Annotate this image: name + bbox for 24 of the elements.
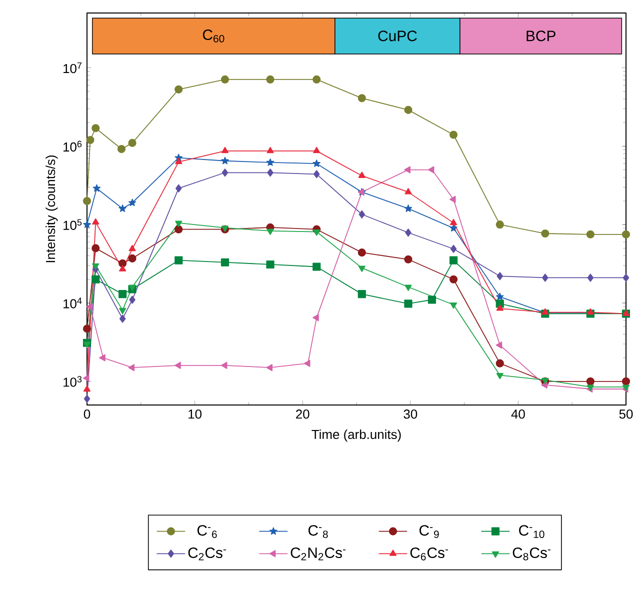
x-tick-label: 30	[404, 410, 418, 419]
x-axis-title: Time (arb.units)	[312, 430, 401, 442]
legend-label: C$^{-}$10	[519, 525, 544, 538]
x-tick-label: 0	[84, 410, 90, 419]
x-tick-label: 20	[296, 410, 310, 419]
y-tick-label: 10$^{4}$	[64, 298, 82, 308]
legend-label: C$_{6}$Cs$^{-}$	[410, 547, 448, 560]
x-tick-label: 10	[188, 410, 202, 419]
x-tick-label: 50	[619, 410, 633, 419]
legend-label: C$^{-}$6	[197, 525, 217, 538]
band-label: CuPC	[378, 30, 417, 42]
x-tick-label: 40	[511, 410, 525, 419]
legend-label: C$_{2}$N$_{2}$Cs$^{-}$	[290, 547, 346, 560]
legend-label: C$^{-}$8	[308, 525, 328, 538]
legend-label: C$_{8}$Cs$^{-}$	[512, 547, 550, 560]
y-axis-title: Intensity (counts/s)	[46, 155, 58, 262]
y-tick-label: 10$^{6}$	[64, 140, 82, 152]
band-label: C$_{60}$	[202, 29, 224, 42]
legend-label: C$_{2}$Cs$^{-}$	[188, 547, 226, 560]
y-tick-label: 10$^{7}$	[64, 62, 82, 74]
band-label: BCP	[526, 30, 556, 42]
y-tick-label: 10$^{3}$	[64, 376, 82, 387]
legend-label: C$^{-}$9	[420, 525, 439, 538]
y-tick-label: 10$^{5}$	[64, 219, 82, 230]
